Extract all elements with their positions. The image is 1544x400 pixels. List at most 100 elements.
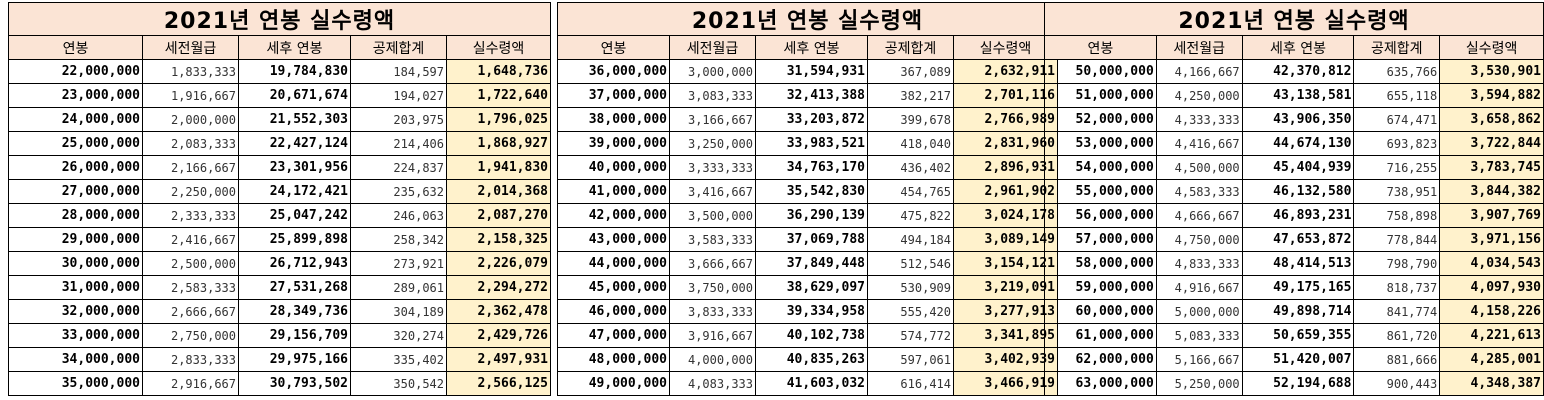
net-monthly-cell: 2,896,931 (953, 155, 1058, 180)
net-monthly-cell: 2,158,325 (446, 227, 551, 252)
deduction-total-cell: 214,406 (350, 131, 447, 156)
after-tax-annual-cell: 45,404,939 (1241, 155, 1355, 180)
net-monthly-cell: 2,766,989 (953, 107, 1058, 132)
after-tax-annual-cell: 24,172,421 (238, 179, 351, 204)
after-tax-annual-header: 세후 연봉 (238, 35, 351, 60)
salary-table-3: 2021년 연봉 실수령액 연봉 세전월급 세후 연봉 공제합계 실수령액 50,000,0… (1044, 2, 1544, 396)
annual-salary-cell: 47,000,000 (557, 323, 670, 348)
after-tax-annual-cell: 34,763,170 (755, 155, 868, 180)
deduction-total-cell: 512,546 (867, 251, 954, 276)
net-monthly-cell: 4,221,613 (1439, 323, 1544, 348)
monthly-pretax-cell: 3,833,333 (669, 299, 756, 324)
net-monthly-cell: 3,466,919 (953, 371, 1058, 396)
deduction-total-cell: 382,217 (867, 83, 954, 108)
deduction-total-cell: 616,414 (867, 371, 954, 396)
deduction-total-cell: 246,063 (350, 203, 447, 228)
monthly-pretax-cell: 2,166,667 (142, 155, 239, 180)
table-row: 60,000,000 5,000,000 49,898,714 841,774 4,15… (1044, 299, 1544, 324)
monthly-pretax-cell: 2,083,333 (142, 131, 239, 156)
monthly-pretax-cell: 4,000,000 (669, 347, 756, 372)
monthly-pretax-cell: 3,916,667 (669, 323, 756, 348)
deduction-total-cell: 304,189 (350, 299, 447, 324)
net-monthly-cell: 2,497,931 (446, 347, 551, 372)
table-row: 28,000,000 2,333,333 25,047,242 246,063 2,08… (8, 203, 551, 228)
annual-salary-cell: 51,000,000 (1044, 83, 1157, 108)
table-title: 2021년 연봉 실수령액 (8, 2, 551, 36)
annual-salary-cell: 52,000,000 (1044, 107, 1157, 132)
net-monthly-cell: 1,722,640 (446, 83, 551, 108)
annual-salary-cell: 32,000,000 (8, 299, 143, 324)
annual-salary-cell: 31,000,000 (8, 275, 143, 300)
deduction-total-cell: 881,666 (1353, 347, 1441, 372)
deduction-total-cell: 350,542 (350, 371, 447, 396)
after-tax-annual-cell: 40,835,263 (755, 347, 868, 372)
monthly-pretax-cell: 4,750,000 (1155, 227, 1243, 252)
table-row: 37,000,000 3,083,333 32,413,388 382,217 2,70… (557, 83, 1058, 108)
annual-salary-cell: 24,000,000 (8, 107, 143, 132)
after-tax-annual-cell: 31,594,931 (755, 59, 868, 84)
net-monthly-cell: 2,632,911 (953, 59, 1058, 84)
monthly-pretax-cell: 2,833,333 (142, 347, 239, 372)
monthly-pretax-cell: 2,000,000 (142, 107, 239, 132)
table-row: 46,000,000 3,833,333 39,334,958 555,420 3,27… (557, 299, 1058, 324)
after-tax-annual-cell: 50,659,355 (1241, 323, 1355, 348)
table-row: 33,000,000 2,750,000 29,156,709 320,274 2,42… (8, 323, 551, 348)
net-monthly-cell: 3,530,901 (1439, 59, 1544, 84)
deduction-total-cell: 597,061 (867, 347, 954, 372)
after-tax-annual-cell: 43,906,350 (1241, 107, 1355, 132)
after-tax-annual-cell: 29,156,709 (238, 323, 351, 348)
after-tax-annual-cell: 42,370,812 (1241, 59, 1355, 84)
deduction-total-cell: 798,790 (1353, 251, 1441, 276)
monthly-pretax-cell: 3,750,000 (669, 275, 756, 300)
net-monthly-cell: 3,971,156 (1439, 227, 1544, 252)
deduction-total-cell: 194,027 (350, 83, 447, 108)
monthly-pretax-cell: 3,250,000 (669, 131, 756, 156)
table-row: 50,000,000 4,166,667 42,370,812 635,766 3,53… (1044, 59, 1544, 84)
after-tax-annual-cell: 29,975,166 (238, 347, 351, 372)
net-monthly-cell: 3,594,882 (1439, 83, 1544, 108)
table-row: 48,000,000 4,000,000 40,835,263 597,061 3,40… (557, 347, 1058, 372)
deduction-total-cell: 758,898 (1353, 203, 1441, 228)
deduction-total-cell: 778,844 (1353, 227, 1441, 252)
table-row: 26,000,000 2,166,667 23,301,956 224,837 1,94… (8, 155, 551, 180)
table-row: 55,000,000 4,583,333 46,132,580 738,951 3,84… (1044, 179, 1544, 204)
net-monthly-cell: 4,097,930 (1439, 275, 1544, 300)
net-monthly-header: 실수령액 (446, 35, 551, 60)
annual-salary-cell: 55,000,000 (1044, 179, 1157, 204)
after-tax-annual-cell: 23,301,956 (238, 155, 351, 180)
annual-salary-cell: 39,000,000 (557, 131, 670, 156)
after-tax-annual-cell: 37,069,788 (755, 227, 868, 252)
monthly-pretax-cell: 4,500,000 (1155, 155, 1243, 180)
salary-table-2: 2021년 연봉 실수령액 연봉 세전월급 세후 연봉 공제합계 실수령액 36,000,0… (557, 2, 1058, 396)
after-tax-annual-cell: 44,674,130 (1241, 131, 1355, 156)
after-tax-annual-cell: 19,784,830 (238, 59, 351, 84)
annual-salary-cell: 61,000,000 (1044, 323, 1157, 348)
table-row: 31,000,000 2,583,333 27,531,268 289,061 2,29… (8, 275, 551, 300)
annual-salary-cell: 25,000,000 (8, 131, 143, 156)
deduction-total-cell: 475,822 (867, 203, 954, 228)
after-tax-annual-cell: 33,203,872 (755, 107, 868, 132)
annual-salary-cell: 36,000,000 (557, 59, 670, 84)
monthly-pretax-cell: 4,833,333 (1155, 251, 1243, 276)
after-tax-annual-cell: 43,138,581 (1241, 83, 1355, 108)
after-tax-annual-cell: 22,427,124 (238, 131, 351, 156)
deduction-total-cell: 289,061 (350, 275, 447, 300)
after-tax-annual-cell: 37,849,448 (755, 251, 868, 276)
table-row: 29,000,000 2,416,667 25,899,898 258,342 2,15… (8, 227, 551, 252)
deduction-total-cell: 235,632 (350, 179, 447, 204)
monthly-pretax-cell: 2,916,667 (142, 371, 239, 396)
net-monthly-cell: 1,796,025 (446, 107, 551, 132)
deduction-total-header: 공제합계 (867, 35, 954, 60)
deduction-total-cell: 224,837 (350, 155, 447, 180)
table-row: 30,000,000 2,500,000 26,712,943 273,921 2,22… (8, 251, 551, 276)
net-monthly-cell: 4,034,543 (1439, 251, 1544, 276)
net-monthly-cell: 2,566,125 (446, 371, 551, 396)
table-row: 54,000,000 4,500,000 45,404,939 716,255 3,78… (1044, 155, 1544, 180)
deduction-total-cell: 454,765 (867, 179, 954, 204)
annual-salary-cell: 33,000,000 (8, 323, 143, 348)
monthly-pretax-header: 세전월급 (142, 35, 239, 60)
annual-salary-cell: 42,000,000 (557, 203, 670, 228)
net-monthly-cell: 3,024,178 (953, 203, 1058, 228)
after-tax-annual-cell: 36,290,139 (755, 203, 868, 228)
deduction-total-cell: 738,951 (1353, 179, 1441, 204)
